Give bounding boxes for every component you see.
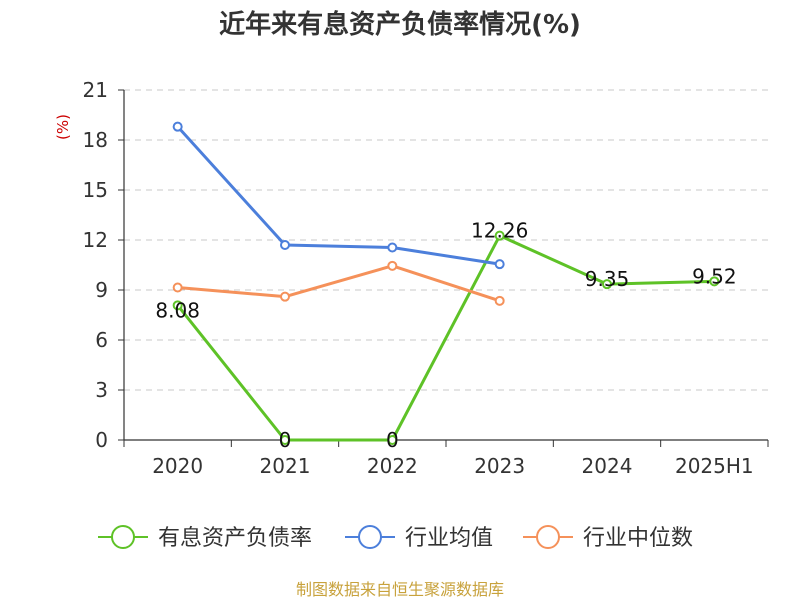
y-tick-label: 9 (95, 278, 108, 302)
data-point[interactable] (387, 242, 398, 253)
y-tick-label: 3 (95, 378, 108, 402)
y-tick-label: 0 (95, 428, 108, 452)
x-tick-label: 2021 (260, 454, 311, 478)
data-point[interactable] (387, 260, 398, 271)
data-point[interactable] (280, 435, 290, 445)
legend-item[interactable]: 行业中位数 (523, 525, 693, 551)
y-tick-label: 15 (83, 178, 108, 202)
data-label: 9.52 (692, 264, 737, 288)
x-tick-label: 2020 (152, 454, 203, 478)
grid (124, 89, 768, 391)
data-point[interactable] (494, 295, 505, 306)
data-point[interactable] (602, 279, 612, 290)
data-point[interactable] (172, 300, 183, 311)
x-tick-label: 2025H1 (675, 454, 754, 478)
data-labels: 8.08 0 0 12.26 9.35 9.52 (155, 219, 736, 452)
legend-marker (358, 525, 382, 549)
axes: 0 3 6 9 12 15 18 21 2020 2021 2022 2023 2024 2025H1 (83, 78, 769, 478)
series-line (176, 234, 715, 442)
data-point[interactable] (172, 282, 183, 293)
data-label: 0 (386, 428, 399, 452)
x-tick-label: 2022 (367, 454, 418, 478)
x-tick-label: 2024 (582, 454, 633, 478)
legend-item[interactable]: 有息资产负债率 (98, 525, 312, 551)
legend-label: 行业中位数 (583, 526, 693, 551)
data-point[interactable] (280, 291, 290, 302)
series-layer (172, 121, 720, 445)
data-point[interactable] (280, 240, 290, 250)
legend[interactable]: 有息资产负债率 行业均值 行业中位数 (98, 525, 693, 551)
series-line (176, 125, 500, 266)
legend-label: 行业均值 (405, 526, 493, 551)
legend-label: 有息资产负债率 (158, 526, 312, 551)
data-label: 8.08 (155, 298, 200, 322)
legend-marker (111, 525, 135, 549)
data-point[interactable] (494, 259, 505, 270)
source-note: 制图数据来自恒生聚源数据库 (296, 580, 504, 599)
chart-title: 近年来有息资产负债率情况(%) (219, 9, 581, 40)
data-point[interactable] (387, 435, 398, 445)
y-tick-label: 18 (83, 128, 108, 152)
series-line (177, 264, 501, 303)
y-axis-unit: (%) (54, 114, 72, 140)
legend-marker (536, 525, 560, 549)
data-point[interactable] (172, 121, 183, 132)
y-tick-label: 6 (95, 328, 108, 352)
data-label: 12.26 (471, 219, 528, 243)
legend-item[interactable]: 行业均值 (345, 525, 493, 551)
y-tick-label: 21 (83, 78, 108, 102)
x-tick-label: 2023 (474, 454, 525, 478)
data-label: 9.35 (585, 267, 630, 291)
data-point[interactable] (709, 276, 720, 287)
y-tick-label: 12 (83, 228, 108, 252)
data-label: 0 (279, 428, 292, 452)
data-point[interactable] (494, 230, 505, 241)
